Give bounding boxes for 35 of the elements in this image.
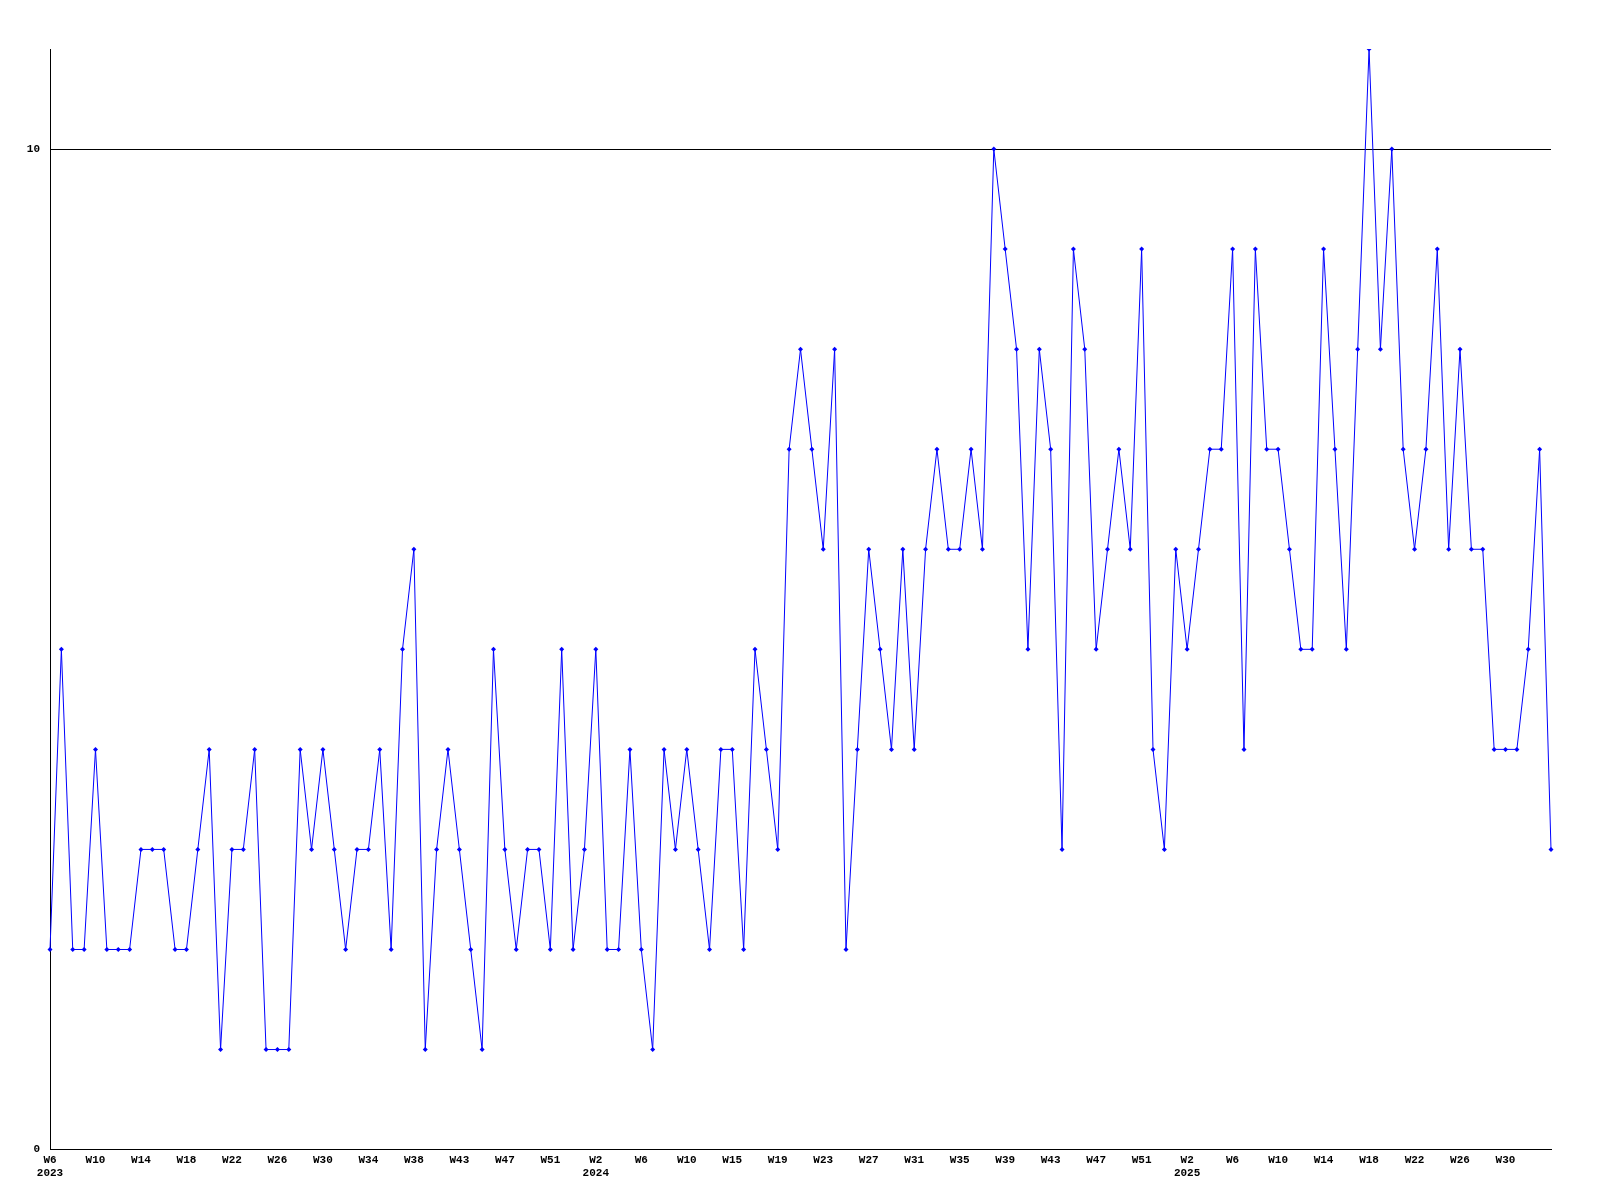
x-tick-label: W35 — [949, 1153, 970, 1166]
x-tick-label: W47 — [494, 1153, 515, 1166]
x-tick-label: W10 — [85, 1153, 106, 1166]
x-tick-label: W39 — [995, 1153, 1016, 1166]
x-tick-label: W43 — [1040, 1153, 1061, 1166]
x-tick-label: W47 — [1086, 1153, 1107, 1166]
x-tick-label: W30 — [1495, 1153, 1516, 1166]
x-tick-label: W10 — [1268, 1153, 1288, 1166]
x-tick-label: W34 — [358, 1153, 379, 1166]
x-tick-label: W30 — [313, 1153, 333, 1166]
x-tick-label: W26 — [267, 1153, 288, 1166]
x-tick-label: W22 — [222, 1153, 242, 1166]
x-tick-label: W2 2025 — [1173, 1153, 1201, 1180]
x-tick-label: W15 — [722, 1153, 743, 1166]
x-tick-label: W27 — [858, 1153, 879, 1166]
x-tick-label: W19 — [767, 1153, 788, 1166]
x-tick-label: W14 — [1313, 1153, 1334, 1166]
y-tick-label: 10 — [26, 142, 40, 155]
x-tick-label: W14 — [131, 1153, 152, 1166]
x-tick-label: W38 — [403, 1153, 425, 1166]
x-tick-label: W26 — [1450, 1153, 1470, 1166]
x-tick-label: W6 — [1226, 1153, 1240, 1166]
x-tick-label: W18 — [176, 1153, 197, 1166]
x-tick-label: W43 — [449, 1153, 470, 1166]
x-tick-label: W31 — [904, 1153, 925, 1166]
x-tick-label: W18 — [1359, 1153, 1380, 1166]
x-tick-label: W22 — [1404, 1153, 1425, 1166]
x-tick-label: W23 — [813, 1153, 834, 1166]
x-tick-label: W6 — [634, 1153, 648, 1166]
x-tick-label: W2 2024 — [582, 1153, 610, 1180]
x-tick-label: W51 — [1131, 1153, 1152, 1166]
x-tick-label: W6 2023 — [36, 1153, 64, 1180]
y-tick-label: 0 — [33, 1143, 40, 1156]
x-tick-label: W10 — [676, 1153, 697, 1166]
x-tick-label: W51 — [540, 1153, 561, 1166]
